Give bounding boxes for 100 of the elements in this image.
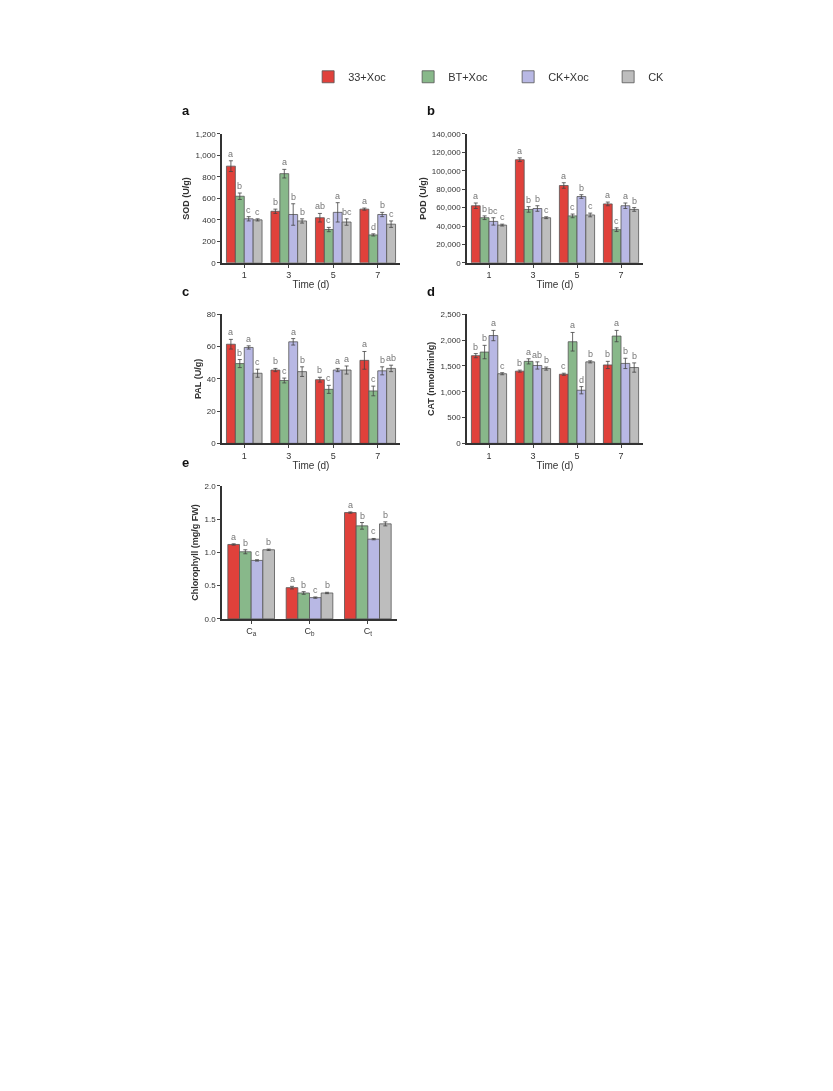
data-label: d — [371, 222, 377, 232]
y-tick-label: 80,000 — [436, 184, 462, 194]
data-label: b — [632, 351, 638, 361]
y-tick-label: 1.0 — [204, 548, 217, 558]
data-label: a — [335, 191, 341, 201]
data-label: a — [348, 500, 354, 510]
data-label: c — [326, 373, 331, 383]
data-label: c — [371, 374, 376, 384]
data-label: b — [273, 356, 279, 366]
y-axis-title: POD (U/g) — [417, 177, 428, 220]
x-tick-label: C$_{a}$ — [246, 626, 257, 638]
data-label: c — [371, 526, 376, 536]
data-label: a — [605, 190, 611, 200]
data-label: b — [317, 365, 323, 375]
data-label: b — [517, 358, 523, 368]
data-label: ab — [532, 350, 543, 360]
x-tick-label: 1 — [486, 270, 492, 281]
x-tick-label: 7 — [618, 270, 624, 281]
data-label: a — [623, 191, 629, 201]
x-tick-label: 5 — [574, 450, 580, 461]
y-tick-label: 400 — [202, 215, 217, 225]
chart-title: a — [182, 103, 190, 118]
data-label: b — [623, 346, 629, 356]
y-tick-label: 0.0 — [204, 614, 217, 624]
x-axis-title: Time (d) — [536, 459, 574, 471]
x-tick-label: 5 — [330, 450, 336, 461]
data-label: ab — [315, 201, 326, 211]
y-tick-label: 2.0 — [204, 481, 217, 491]
y-tick-label: 200 — [202, 237, 217, 247]
data-label: c — [561, 361, 566, 371]
data-label: b — [579, 183, 585, 193]
y-tick-label: 0.5 — [204, 581, 217, 591]
data-label: c — [588, 201, 593, 211]
data-label: b — [300, 355, 306, 365]
data-label: c — [313, 585, 318, 595]
y-tick-label: 1,200 — [195, 129, 217, 139]
legend-label: CK+Xoc — [548, 71, 590, 84]
data-label: c — [255, 207, 260, 217]
y-tick-label: 0 — [211, 439, 217, 449]
y-tick-label: 140,000 — [431, 129, 462, 139]
data-label: bc — [342, 207, 353, 217]
data-label: b — [237, 348, 243, 358]
x-tick-label: C$_{t}$ — [363, 626, 373, 638]
data-label: b — [380, 200, 386, 210]
x-axis-title: Time (d) — [536, 279, 574, 291]
data-label: a — [526, 347, 532, 357]
x-axis-title: Time (d) — [292, 459, 330, 471]
data-label: b — [544, 355, 550, 365]
y-tick-label: 1,000 — [195, 151, 217, 161]
data-label: b — [237, 181, 243, 191]
data-label: b — [473, 342, 479, 352]
data-label: b — [300, 207, 306, 217]
x-tick-label: 3 — [530, 450, 536, 461]
data-label: a — [290, 574, 296, 584]
y-axis-title: SOD (U/g) — [181, 177, 192, 220]
data-label: a — [344, 354, 350, 364]
data-label: a — [335, 356, 341, 366]
data-label: b — [482, 204, 488, 214]
data-label: a — [517, 146, 523, 156]
y-axis-title: CAT (nmol/min/g) — [426, 341, 437, 417]
data-label: b — [535, 194, 541, 204]
data-label: a — [362, 339, 368, 349]
y-tick-label: 500 — [447, 413, 462, 423]
chart-title: d — [427, 284, 435, 299]
data-label: a — [282, 157, 288, 167]
data-label: c — [246, 205, 251, 215]
data-label: a — [570, 320, 576, 330]
y-tick-label: 40 — [206, 374, 217, 384]
x-tick-label: 7 — [375, 270, 381, 281]
data-label: a — [561, 171, 567, 181]
legend-label: CK — [648, 71, 665, 84]
y-tick-label: 20 — [206, 406, 217, 416]
x-tick-label: 1 — [241, 270, 247, 281]
x-tick-label: 7 — [618, 450, 624, 461]
y-tick-label: 1,000 — [440, 387, 462, 397]
data-label: b — [380, 355, 386, 365]
chart-title: e — [182, 455, 190, 470]
x-tick-label: 5 — [330, 270, 336, 281]
y-tick-label: 1.5 — [204, 515, 217, 525]
data-label: c — [282, 366, 287, 376]
x-axis-title: Time (d) — [292, 279, 330, 291]
chart-title: c — [182, 284, 190, 299]
y-tick-label: 120,000 — [431, 148, 462, 158]
x-tick-label: 3 — [530, 270, 536, 281]
data-label: c — [255, 357, 260, 367]
data-label: b — [266, 537, 272, 547]
y-tick-label: 0 — [456, 258, 462, 268]
x-tick-label: 1 — [241, 450, 247, 461]
data-label: a — [231, 532, 237, 542]
x-tick-label: 7 — [375, 450, 381, 461]
y-tick-label: 40,000 — [436, 221, 462, 231]
data-label: ab — [386, 353, 397, 363]
data-label: bc — [488, 206, 499, 216]
data-label: c — [389, 209, 394, 219]
data-label: a — [362, 196, 368, 206]
data-label: b — [301, 580, 307, 590]
y-tick-label: 0 — [211, 258, 217, 268]
data-label: b — [243, 538, 249, 548]
data-label: b — [291, 192, 297, 202]
data-label: b — [273, 197, 279, 207]
